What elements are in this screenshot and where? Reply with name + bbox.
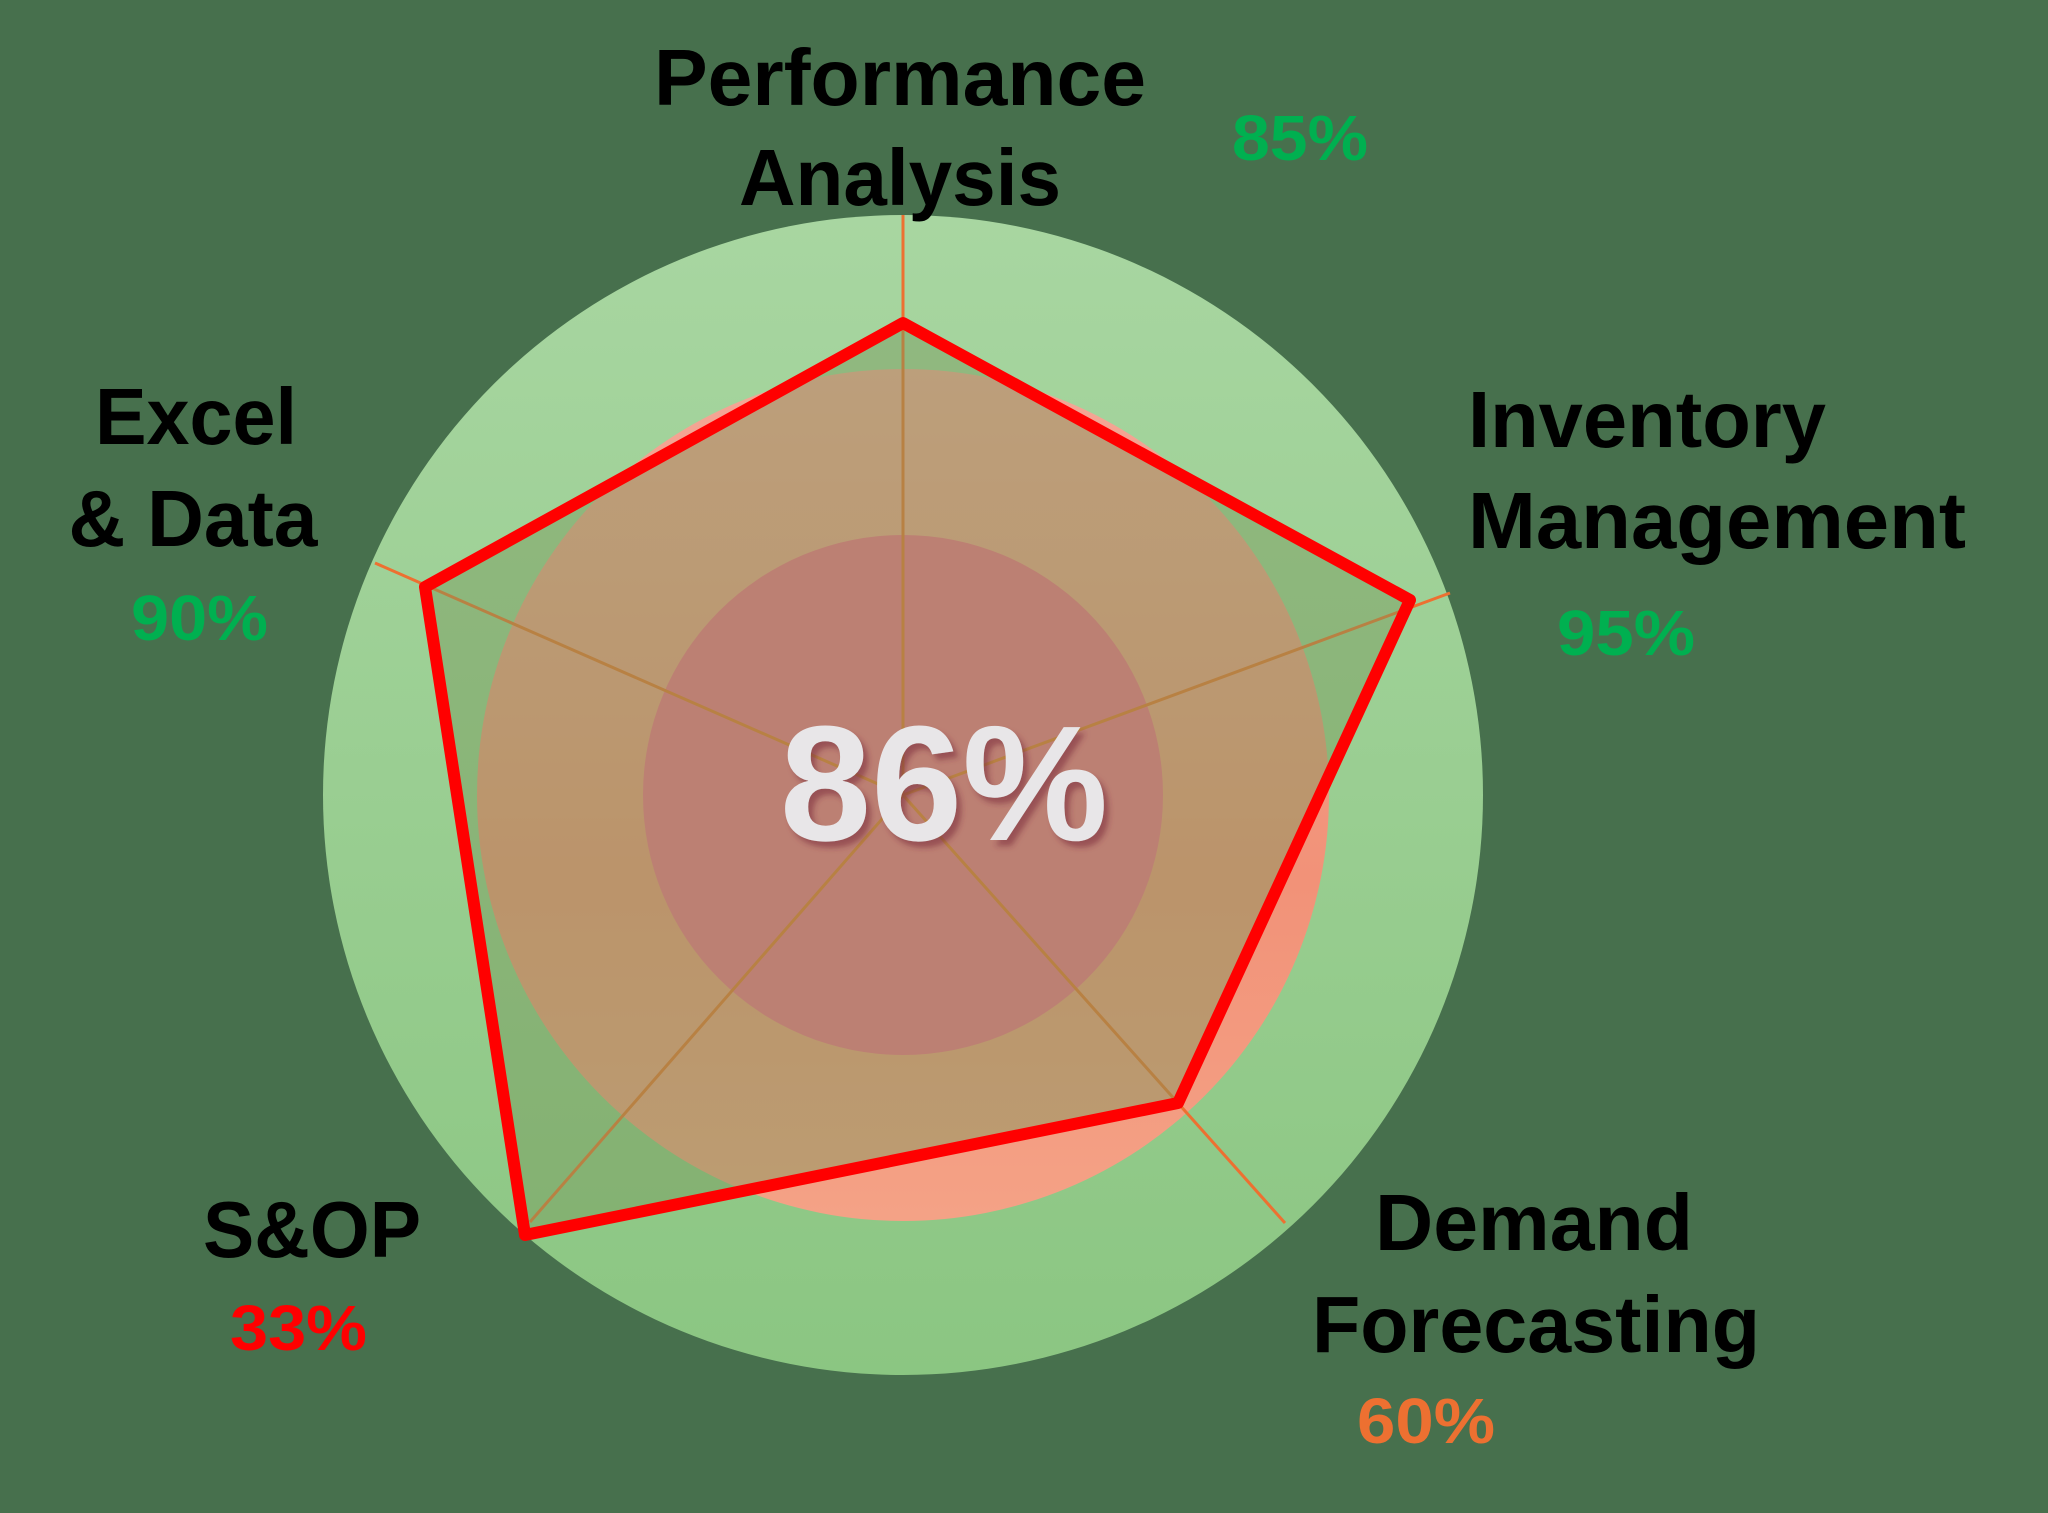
radar-axes [374,215,1451,1224]
axis-demand [901,794,1287,1224]
label-performance-line1: Performance [654,33,1146,122]
value-excel: 90% [131,582,268,654]
score-polygon [419,317,1416,1241]
label-inventory-line1: Inventory [1468,375,1827,464]
label-performance-line2: Analysis [739,133,1061,222]
overall-score: 86% [780,692,1108,875]
label-demand-line2: Forecasting [1312,1280,1760,1369]
label-excel-line2: & Data [69,474,318,563]
label-inventory-line2: Management [1468,476,1966,565]
axis-inventory [902,591,1451,797]
label-sop: S&OP [203,1185,421,1274]
value-sop: 33% [230,1292,367,1364]
axis-sop [528,794,905,1223]
axis-excel [374,561,904,797]
label-demand-line1: Demand [1375,1178,1693,1267]
value-inventory: 95% [1557,597,1695,669]
label-excel-line1: Excel [95,372,297,461]
value-demand: 60% [1357,1385,1495,1457]
value-performance: 85% [1232,102,1368,174]
